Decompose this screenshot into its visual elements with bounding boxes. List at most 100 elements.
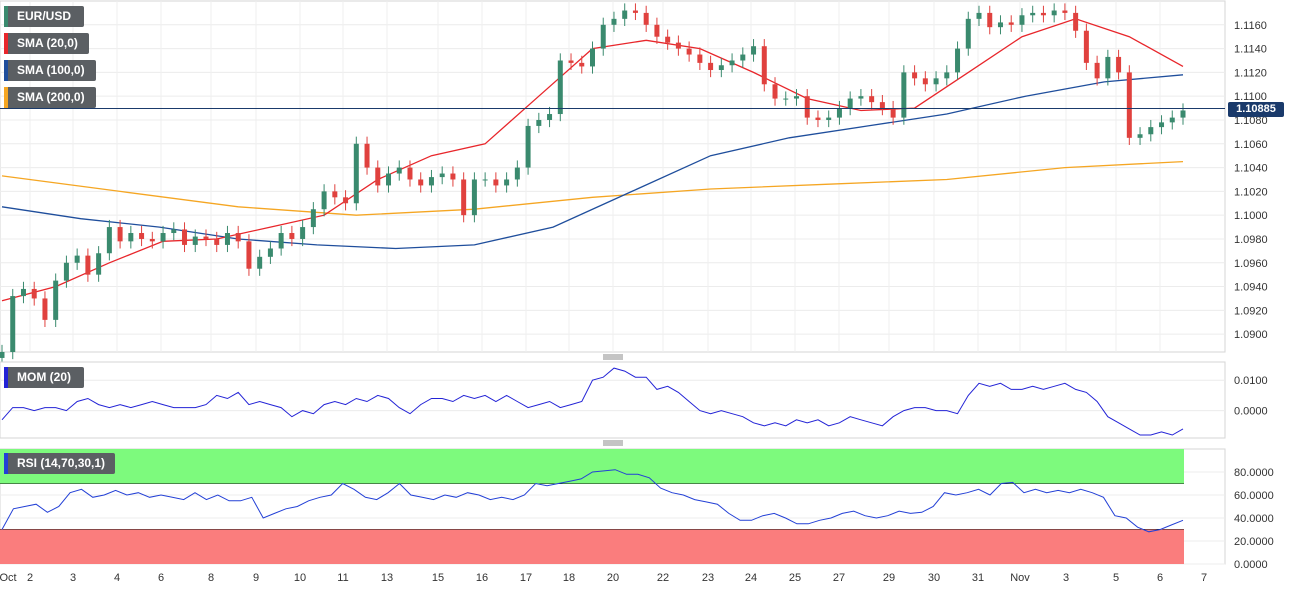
candle-body <box>772 84 778 99</box>
sma-200-path <box>1 160 1184 216</box>
candle-body <box>965 18 971 49</box>
candle-body <box>740 54 746 61</box>
candle-body <box>761 46 767 85</box>
legend-mom[interactable]: MOM (20) <box>4 367 84 388</box>
rsi-overbought-zone <box>0 449 1184 484</box>
candle-body <box>482 179 488 181</box>
candle-body <box>654 24 660 37</box>
main-y-tick-label: 1.0980 <box>1234 234 1268 246</box>
legend-symbol[interactable]: EUR/USD <box>4 6 84 27</box>
candle-body <box>622 10 628 19</box>
candle-body <box>568 60 574 63</box>
candle-body <box>536 119 542 126</box>
candle-body <box>493 179 499 186</box>
candle-body <box>106 227 112 254</box>
candle-body <box>858 96 864 99</box>
candle-body <box>192 236 198 245</box>
current-price-tag: 1.10885 <box>1228 102 1284 117</box>
candle-body <box>160 233 166 242</box>
candle-body <box>300 227 306 239</box>
main-y-tick-label: 1.1000 <box>1234 210 1268 222</box>
legend-symbol-label: EUR/USD <box>17 9 72 23</box>
rsi-path <box>1 469 1184 533</box>
rsi-y-tick-label: 80.0000 <box>1234 467 1274 479</box>
candle-body <box>128 233 134 242</box>
legend-sma20-label: SMA (20,0) <box>17 36 78 50</box>
candle-body <box>1019 15 1025 25</box>
legend-sma100-swatch <box>4 60 8 81</box>
candle-body <box>375 167 381 186</box>
candle-body <box>407 167 413 180</box>
candle-body <box>708 62 714 71</box>
mom-path <box>1 367 1184 436</box>
legend-sma100[interactable]: SMA (100,0) <box>4 60 96 81</box>
mom-y-tick-label: 0.0100 <box>1234 375 1268 387</box>
candle-body <box>729 60 735 66</box>
candle-body <box>815 117 821 120</box>
candle-body <box>85 255 91 275</box>
candle-body <box>718 65 724 71</box>
candles <box>0 3 1186 366</box>
x-tick-label: 15 <box>432 572 444 584</box>
x-tick-label: 22 <box>657 572 669 584</box>
candle-body <box>235 233 241 242</box>
candle-body <box>0 352 5 358</box>
candle-body <box>987 12 993 28</box>
candle-body <box>224 233 230 245</box>
candle-body <box>1030 12 1036 16</box>
legend-sma200[interactable]: SMA (200,0) <box>4 87 96 108</box>
candle-body <box>901 72 907 118</box>
candle-body <box>418 179 424 186</box>
candle-body <box>1116 56 1122 73</box>
candle-body <box>171 229 177 234</box>
candle-body <box>890 108 896 118</box>
candle-body <box>912 72 918 79</box>
x-tick-label: 30 <box>928 572 940 584</box>
candle-body <box>643 12 649 25</box>
x-tick-label: 3 <box>70 572 76 584</box>
mom-y-tick-label: 0.0000 <box>1234 406 1268 418</box>
rsi-y-tick-label: 40.0000 <box>1234 513 1274 525</box>
candle-body <box>600 24 606 49</box>
candle-body <box>751 46 757 55</box>
candle-body <box>471 179 477 216</box>
main-y-tick-label: 1.0900 <box>1234 329 1268 341</box>
x-tick-label: 25 <box>789 572 801 584</box>
x-tick-label: 8 <box>208 572 214 584</box>
x-tick-label: Oct <box>0 572 17 584</box>
candle-body <box>1062 10 1068 13</box>
legend-rsi[interactable]: RSI (14,70,30,1) <box>4 453 115 474</box>
x-axis: Oct 2 3 4 6 8 9 10 11 13 15 16 17 18 20 22 23 24 25 27 29 30 3… <box>0 572 1207 584</box>
candle-body <box>203 236 209 239</box>
candle-body <box>63 262 69 281</box>
legend-sma20-swatch <box>4 33 8 54</box>
candle-body <box>1051 10 1057 16</box>
candle-body <box>944 72 950 79</box>
candle-body <box>1126 72 1132 138</box>
candle-body <box>579 62 585 67</box>
pane-resize-handle-2[interactable] <box>603 440 623 446</box>
pane-resize-handle-1[interactable] <box>603 354 623 360</box>
legend-sma20[interactable]: SMA (20,0) <box>4 33 89 54</box>
candle-body <box>1008 22 1014 25</box>
candle-body <box>267 248 273 257</box>
candle-body <box>847 98 853 109</box>
candle-body <box>31 288 37 299</box>
candle-body <box>557 60 563 115</box>
main-y-tick-label: 1.1020 <box>1234 186 1268 198</box>
legend-rsi-label: RSI (14,70,30,1) <box>17 456 106 470</box>
main-y-tick-label: 1.1160 <box>1234 20 1267 32</box>
rsi-line <box>1 469 1184 533</box>
x-tick-label: 7 <box>1201 572 1207 584</box>
x-tick-label: 5 <box>1113 572 1119 584</box>
mom-grid <box>0 379 1225 412</box>
candle-body <box>439 173 445 178</box>
candle-body <box>428 177 434 186</box>
x-tick-label: 31 <box>972 572 984 584</box>
candle-body <box>364 143 370 168</box>
candle-body <box>214 238 220 245</box>
candle-body <box>997 22 1003 28</box>
legend-sma200-swatch <box>4 87 8 108</box>
candle-body <box>1137 134 1143 138</box>
x-tick-label: 23 <box>702 572 714 584</box>
